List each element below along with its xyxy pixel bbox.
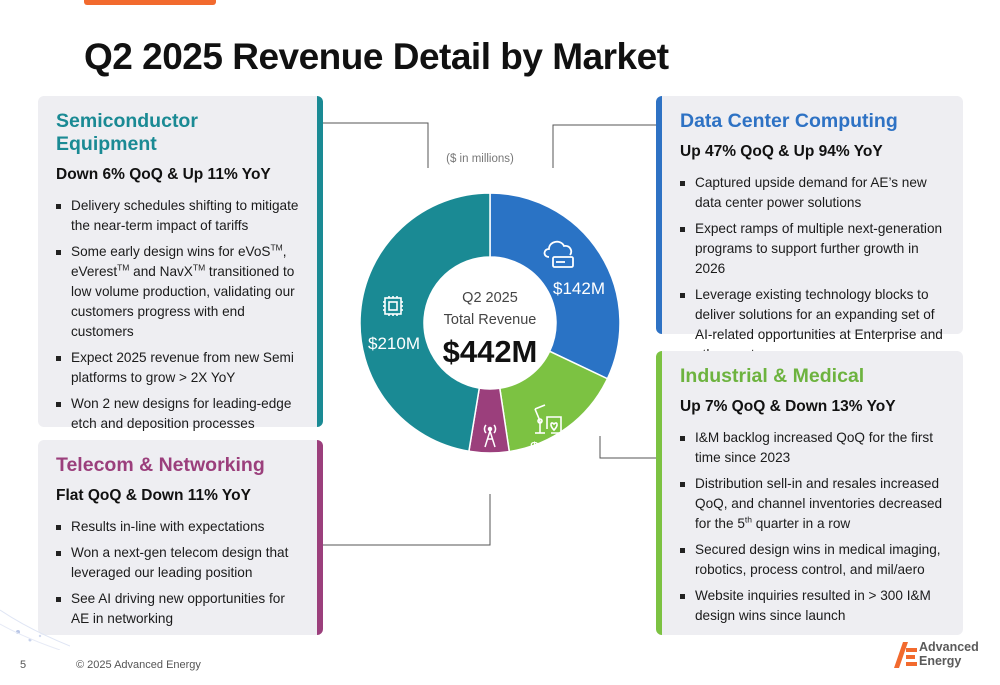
list-item: Some early design wins for eVoSTM, eVere… xyxy=(56,242,299,342)
industrial-summary: Up 7% QoQ & Down 13% YoY xyxy=(680,398,896,415)
center-label-title: Total Revenue xyxy=(444,312,537,328)
donut-slice-semiconductor-equipment xyxy=(359,192,491,453)
semiconductor-panel: Semiconductor Equipment Down 6% QoQ & Up… xyxy=(38,96,323,431)
list-item: Expect ramps of multiple next-generation… xyxy=(680,219,945,279)
list-item: Distribution sell-in and resales increas… xyxy=(680,474,945,534)
copyright-text: © 2025 Advanced Energy xyxy=(76,659,201,671)
title-accent-bar xyxy=(84,0,216,5)
industrial-bullets: I&M backlog increased QoQ for the first … xyxy=(680,428,945,626)
list-item: Expect 2025 revenue from new Semi platfo… xyxy=(56,348,299,388)
list-item: Captured upside demand for AE’s new data… xyxy=(680,173,945,213)
center-label-period: Q2 2025 xyxy=(462,290,518,306)
slice-value-label: $210M xyxy=(368,334,420,353)
industrial-panel: Industrial & Medical Up 7% QoQ & Down 13… xyxy=(656,351,963,635)
decorative-dots xyxy=(0,609,70,650)
semiconductor-bullets: Delivery schedules shifting to mitigate … xyxy=(56,196,299,434)
connector-line-telecom xyxy=(323,494,491,546)
bullet-text: and NavX xyxy=(129,264,193,279)
donut-slices xyxy=(359,192,621,454)
trademark-mark: TM xyxy=(117,262,130,273)
antenna-tower-icon xyxy=(483,424,497,448)
semiconductor-summary: Down 6% QoQ & Up 11% YoY xyxy=(56,166,271,183)
donut-slice-labels: $142M $69M $22M $210M xyxy=(368,279,605,482)
datacenter-panel: Data Center Computing Up 47% QoQ & Up 94… xyxy=(656,96,963,362)
slice-value-label: $142M xyxy=(553,279,605,298)
slice-value-label: $22M xyxy=(474,467,507,482)
chart-subtitle: ($ in millions) xyxy=(446,153,514,165)
datacenter-bullets: Captured upside demand for AE’s new data… xyxy=(680,173,945,365)
telecom-panel: Telecom & Networking Flat QoQ & Down 11%… xyxy=(38,440,323,635)
telecom-bullets: Results in-line with expectations Won a … xyxy=(56,517,299,629)
slice-value-label: $69M xyxy=(530,440,570,457)
donut-center xyxy=(424,257,556,389)
cloud-server-icon xyxy=(543,240,574,268)
semiconductor-heading: Semiconductor Equipment xyxy=(56,110,198,155)
donut-slice-industrial-medical xyxy=(498,350,609,453)
bullet-text: , eVerest xyxy=(71,244,287,279)
telecom-summary: Flat QoQ & Down 11% YoY xyxy=(56,487,251,504)
list-item: Website inquiries resulted in > 300 I&M … xyxy=(680,586,945,626)
connector-line-datacenter xyxy=(552,124,656,168)
robot-arm-heart-icon xyxy=(534,404,562,434)
logo-line-1: Advanced xyxy=(919,640,979,654)
list-item: Won 2 new designs for leading-edge etch … xyxy=(56,394,299,434)
datacenter-summary: Up 47% QoQ & Up 94% YoY xyxy=(680,143,883,160)
bullet-text: quarter in a row xyxy=(751,516,851,531)
logo-wordmark: Advanced Energy xyxy=(919,640,979,668)
bullet-text: Some early design wins for eVoS xyxy=(71,244,271,259)
donut-slice-data-center-computing xyxy=(489,192,621,380)
page-title: Q2 2025 Revenue Detail by Market xyxy=(84,36,669,77)
telecom-heading: Telecom & Networking xyxy=(56,454,265,476)
page-number: 5 xyxy=(20,659,27,671)
center-total-value: $442M xyxy=(443,334,538,369)
trademark-mark: TM xyxy=(192,262,206,273)
ae-logo-icon xyxy=(894,642,917,668)
list-item: Delivery schedules shifting to mitigate … xyxy=(56,196,299,236)
bullet-text: Distribution sell-in and resales increas… xyxy=(695,476,943,531)
connector-line-semiconductor xyxy=(323,122,429,168)
industrial-heading: Industrial & Medical xyxy=(680,365,865,387)
datacenter-heading: Data Center Computing xyxy=(680,110,898,132)
ordinal-suffix: th xyxy=(744,514,752,525)
list-item: Secured design wins in medical imaging, … xyxy=(680,540,945,580)
list-item: See AI driving new opportunities for AE … xyxy=(56,589,299,629)
donut-slice-telecom-networking xyxy=(468,387,511,454)
list-item: Won a next-gen telecom design that lever… xyxy=(56,543,299,583)
list-item: Leverage existing technology blocks to d… xyxy=(680,285,945,365)
list-item: I&M backlog increased QoQ for the first … xyxy=(680,428,945,468)
bullet-text: transitioned to low volume production, v… xyxy=(71,264,295,339)
chip-icon xyxy=(383,296,403,316)
trademark-mark: TM xyxy=(270,242,283,253)
list-item: Results in-line with expectations xyxy=(56,517,299,537)
connector-line-industrial xyxy=(599,436,656,459)
advanced-energy-logo: Advanced Energy xyxy=(894,640,989,672)
logo-line-2: Energy xyxy=(919,654,962,668)
